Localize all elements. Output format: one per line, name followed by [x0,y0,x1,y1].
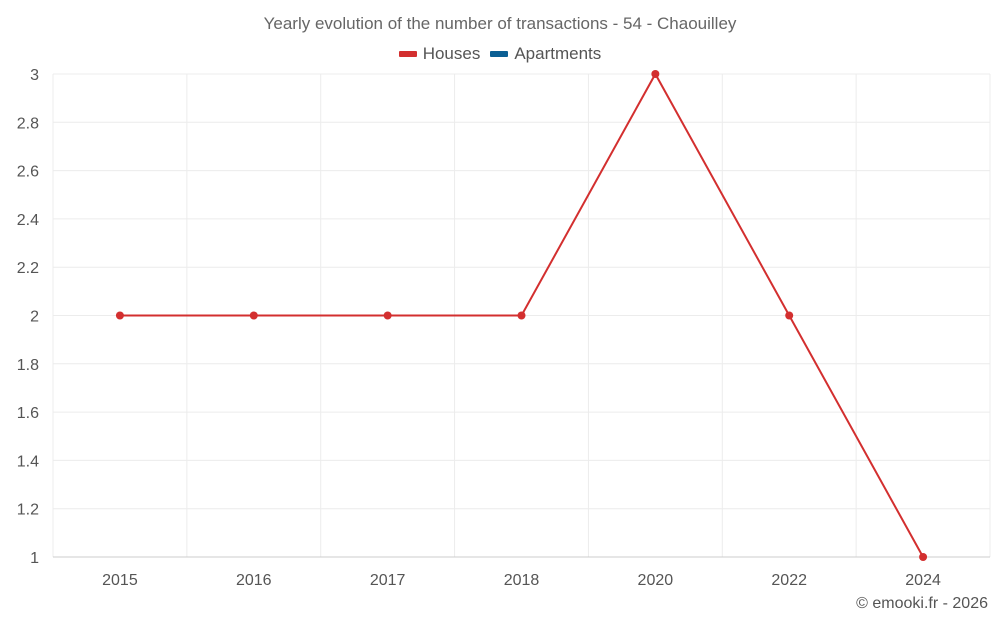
legend-item-houses[interactable]: Houses [398,44,481,64]
y-tick-label: 1 [30,550,39,567]
y-tick-label: 1.2 [17,502,39,519]
y-tick-label: 2.8 [17,115,39,132]
legend-swatch-houses [398,51,417,57]
x-tick-label: 2016 [236,572,272,589]
y-tick-label: 3 [30,67,39,84]
legend-label-apartments: Apartments [514,44,602,63]
y-tick-label: 1.4 [17,453,39,470]
x-tick-label: 2017 [370,572,406,589]
x-tick-label: 2020 [638,572,674,589]
data-point [785,311,794,320]
legend-item-apartments[interactable]: Apartments [490,44,601,64]
y-tick-label: 2.6 [17,164,39,181]
y-tick-label: 2.4 [17,212,39,229]
data-point [115,311,124,320]
y-tick-label: 2 [30,309,39,326]
data-point [249,311,258,320]
chart-title: Yearly evolution of the number of transa… [263,14,737,33]
y-tick-label: 1.6 [17,405,39,422]
legend-label-houses: Houses [422,44,481,63]
data-point [919,553,928,561]
footer-credit: © emooki.fr - 2026 [856,595,988,612]
data-point [651,70,660,78]
x-tick-label: 2015 [102,572,138,589]
y-tick-label: 2.2 [17,260,39,277]
legend-swatch-apartments [490,51,509,57]
legend: Houses Apartments [0,44,1000,64]
x-tick-label: 2024 [905,572,941,589]
x-tick-label: 2018 [504,572,540,589]
x-tick-label: 2022 [771,572,807,589]
y-tick-label: 1.8 [17,357,39,374]
data-point [383,311,392,320]
data-point [517,311,526,320]
